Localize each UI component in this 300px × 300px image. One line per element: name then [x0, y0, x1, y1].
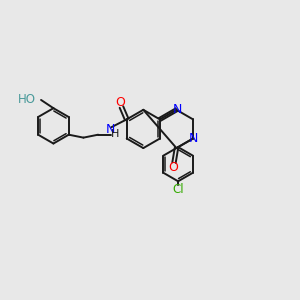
- Text: N: N: [106, 123, 115, 136]
- Text: N: N: [189, 132, 199, 145]
- Text: HO: HO: [18, 93, 36, 106]
- Text: Cl: Cl: [172, 183, 184, 196]
- Text: H: H: [111, 128, 120, 139]
- Text: N: N: [172, 103, 182, 116]
- Text: O: O: [168, 161, 178, 174]
- Text: O: O: [115, 95, 125, 109]
